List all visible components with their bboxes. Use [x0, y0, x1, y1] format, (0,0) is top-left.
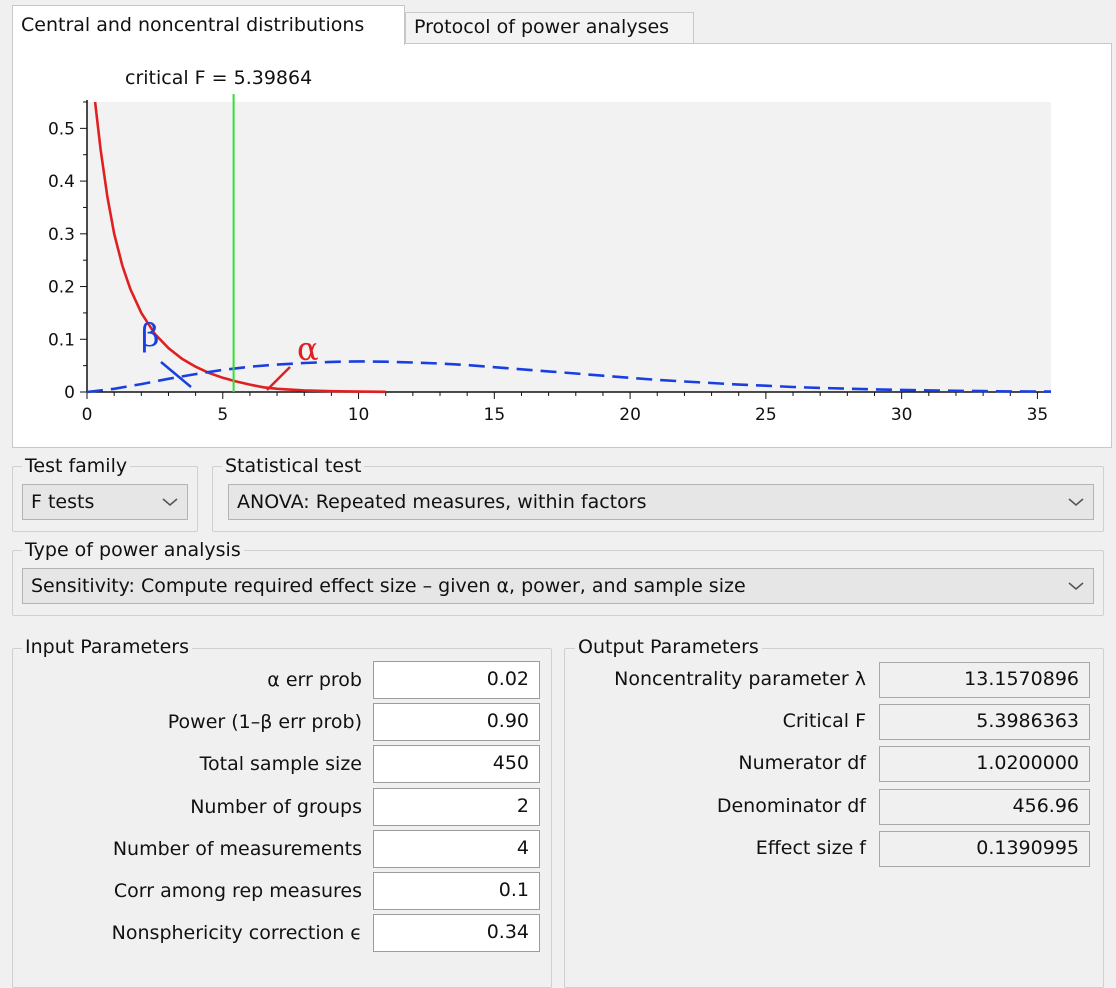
- y-tick-label: 0.1: [48, 330, 75, 350]
- input-param-field[interactable]: 0.02: [373, 661, 540, 699]
- output-param-label: Numerator df: [738, 752, 866, 775]
- power-analysis-group: [12, 550, 1104, 616]
- input-param-field[interactable]: 0.90: [373, 703, 540, 742]
- power-analysis-title: Type of power analysis: [22, 539, 244, 561]
- central-distribution-line: [93, 101, 386, 394]
- distribution-plot: 0 5 10 15 20 25 30 35 0 0.1 0.2 0.3 0.4 0.5 critical …: [48, 67, 1052, 425]
- chevron-down-icon: [1067, 573, 1085, 597]
- input-param-field[interactable]: 0.34: [373, 914, 540, 953]
- critical-f-label: critical F = 5.39864: [125, 67, 312, 89]
- output-param-label: Critical F: [782, 710, 866, 733]
- output-param-value: 1.0200000: [879, 746, 1090, 783]
- x-tick-label: 5: [217, 405, 228, 425]
- statistical-test-value: ANOVA: Repeated measures, within factors: [237, 491, 647, 513]
- input-param-field[interactable]: 4: [373, 829, 540, 868]
- beta-pointer-line: [160, 361, 192, 388]
- y-tick-label: 0: [64, 383, 75, 403]
- test-family-title: Test family: [22, 455, 131, 477]
- x-tick-label: 0: [82, 405, 93, 425]
- power-analysis-value: Sensitivity: Compute required effect siz…: [31, 575, 746, 597]
- input-param-field[interactable]: 0.1: [373, 872, 540, 910]
- x-tick-label: 20: [619, 405, 641, 425]
- plot-area: [87, 102, 1051, 392]
- y-tick-label: 0.3: [48, 225, 75, 245]
- input-param-field[interactable]: 2: [373, 787, 540, 826]
- test-family-value: F tests: [31, 491, 95, 513]
- x-tick-label: 30: [891, 405, 913, 425]
- x-tick-label: 15: [484, 405, 506, 425]
- x-tick-label: 25: [755, 405, 777, 425]
- y-tick-label: 0.4: [48, 172, 75, 192]
- output-param-value: 456.96: [879, 788, 1090, 825]
- input-param-label: Nonsphericity correction ϵ: [111, 922, 362, 945]
- chevron-down-icon: [1067, 489, 1085, 513]
- tab-central-noncentral-distributions[interactable]: Central and noncentral distributions: [12, 5, 405, 45]
- input-parameters-title: Input Parameters: [22, 636, 192, 658]
- alpha-label: α: [297, 330, 319, 368]
- distribution-plot-panel: 0 5 10 15 20 25 30 35 0 0.1 0.2 0.3 0.4 0.5 critical …: [12, 43, 1112, 448]
- input-param-label: Corr among rep measures: [113, 880, 362, 902]
- output-param-label: Effect size f: [755, 836, 866, 859]
- power-analysis-select[interactable]: Sensitivity: Compute required effect siz…: [22, 568, 1094, 604]
- input-param-label: Total sample size: [199, 753, 362, 776]
- alpha-pointer-line: [266, 366, 291, 391]
- input-param-label: α err prob: [267, 669, 362, 691]
- tab-protocol-of-power-analyses[interactable]: Protocol of power analyses: [405, 12, 694, 44]
- noncentral-distribution-line: [86, 360, 1052, 394]
- statistical-test-select[interactable]: ANOVA: Repeated measures, within factors: [228, 484, 1094, 520]
- statistical-test-title: Statistical test: [222, 455, 365, 477]
- chevron-down-icon: [161, 489, 179, 513]
- y-tick-label: 0.5: [48, 119, 75, 139]
- input-param-field[interactable]: 450: [373, 745, 540, 784]
- test-family-select[interactable]: F tests: [22, 484, 188, 520]
- beta-label: β: [141, 316, 160, 354]
- input-param-label: Number of groups: [190, 795, 362, 818]
- statistical-test-group: [212, 466, 1104, 532]
- input-param-label: Power (1–β err prob): [167, 711, 362, 734]
- output-param-value: 13.1570896: [879, 662, 1090, 698]
- output-param-label: Noncentrality parameter λ: [614, 668, 866, 690]
- x-tick-label: 10: [348, 405, 370, 425]
- input-param-label: Number of measurements: [112, 837, 362, 860]
- output-param-label: Denominator df: [716, 794, 866, 817]
- output-parameters-title: Output Parameters: [575, 636, 762, 658]
- x-tick-label: 35: [1027, 405, 1049, 425]
- y-tick-label: 0.2: [48, 278, 75, 298]
- output-param-value: 0.1390995: [879, 830, 1090, 867]
- output-param-value: 5.3986363: [879, 704, 1090, 741]
